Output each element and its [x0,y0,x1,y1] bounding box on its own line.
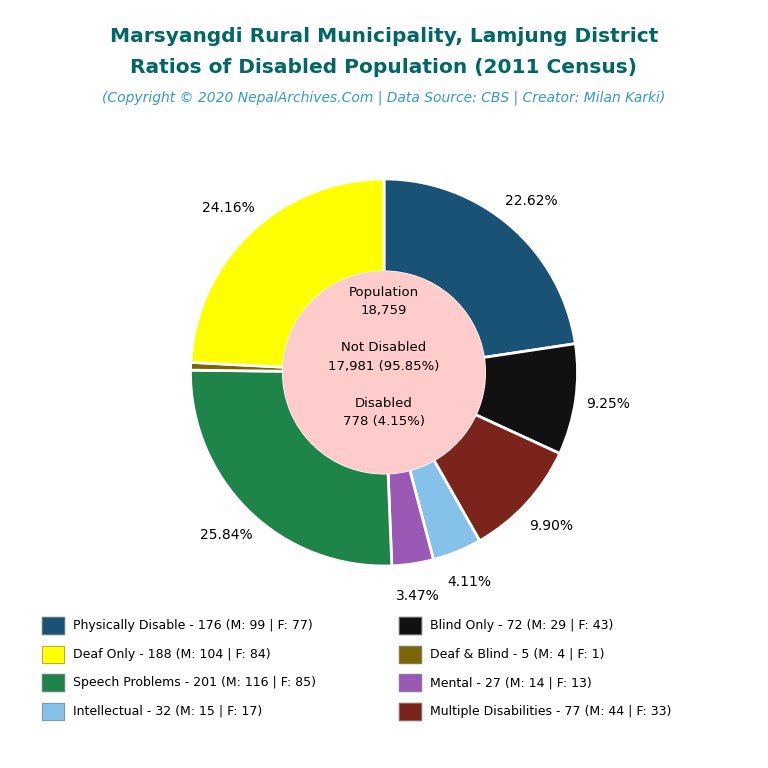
Text: 9.90%: 9.90% [528,518,573,533]
Text: Physically Disable - 176 (M: 99 | F: 77): Physically Disable - 176 (M: 99 | F: 77) [73,620,313,632]
Text: 22.62%: 22.62% [505,194,558,208]
Circle shape [283,272,485,473]
Text: 9.25%: 9.25% [586,397,630,412]
Wedge shape [434,415,560,541]
Text: Multiple Disabilities - 77 (M: 44 | F: 33): Multiple Disabilities - 77 (M: 44 | F: 3… [430,705,671,717]
Wedge shape [190,370,392,566]
Text: Ratios of Disabled Population (2011 Census): Ratios of Disabled Population (2011 Cens… [131,58,637,77]
Text: Blind Only - 72 (M: 29 | F: 43): Blind Only - 72 (M: 29 | F: 43) [430,620,614,632]
Wedge shape [190,362,283,371]
Text: Intellectual - 32 (M: 15 | F: 17): Intellectual - 32 (M: 15 | F: 17) [73,705,262,717]
Text: 4.11%: 4.11% [448,575,492,589]
Text: Deaf & Blind - 5 (M: 4 | F: 1): Deaf & Blind - 5 (M: 4 | F: 1) [430,648,604,660]
Wedge shape [384,179,575,357]
Text: Population
18,759

Not Disabled
17,981 (95.85%)

Disabled
778 (4.15%): Population 18,759 Not Disabled 17,981 (9… [328,286,440,429]
Text: Marsyangdi Rural Municipality, Lamjung District: Marsyangdi Rural Municipality, Lamjung D… [110,27,658,46]
Text: 3.47%: 3.47% [396,589,439,604]
Text: Mental - 27 (M: 14 | F: 13): Mental - 27 (M: 14 | F: 13) [430,677,592,689]
Wedge shape [409,460,480,560]
Text: Speech Problems - 201 (M: 116 | F: 85): Speech Problems - 201 (M: 116 | F: 85) [73,677,316,689]
Text: 24.16%: 24.16% [202,201,254,215]
Text: Deaf Only - 188 (M: 104 | F: 84): Deaf Only - 188 (M: 104 | F: 84) [73,648,270,660]
Text: 25.84%: 25.84% [200,528,253,542]
Wedge shape [388,470,433,566]
Text: (Copyright © 2020 NepalArchives.Com | Data Source: CBS | Creator: Milan Karki): (Copyright © 2020 NepalArchives.Com | Da… [102,91,666,105]
Wedge shape [190,179,384,367]
Wedge shape [475,343,578,454]
